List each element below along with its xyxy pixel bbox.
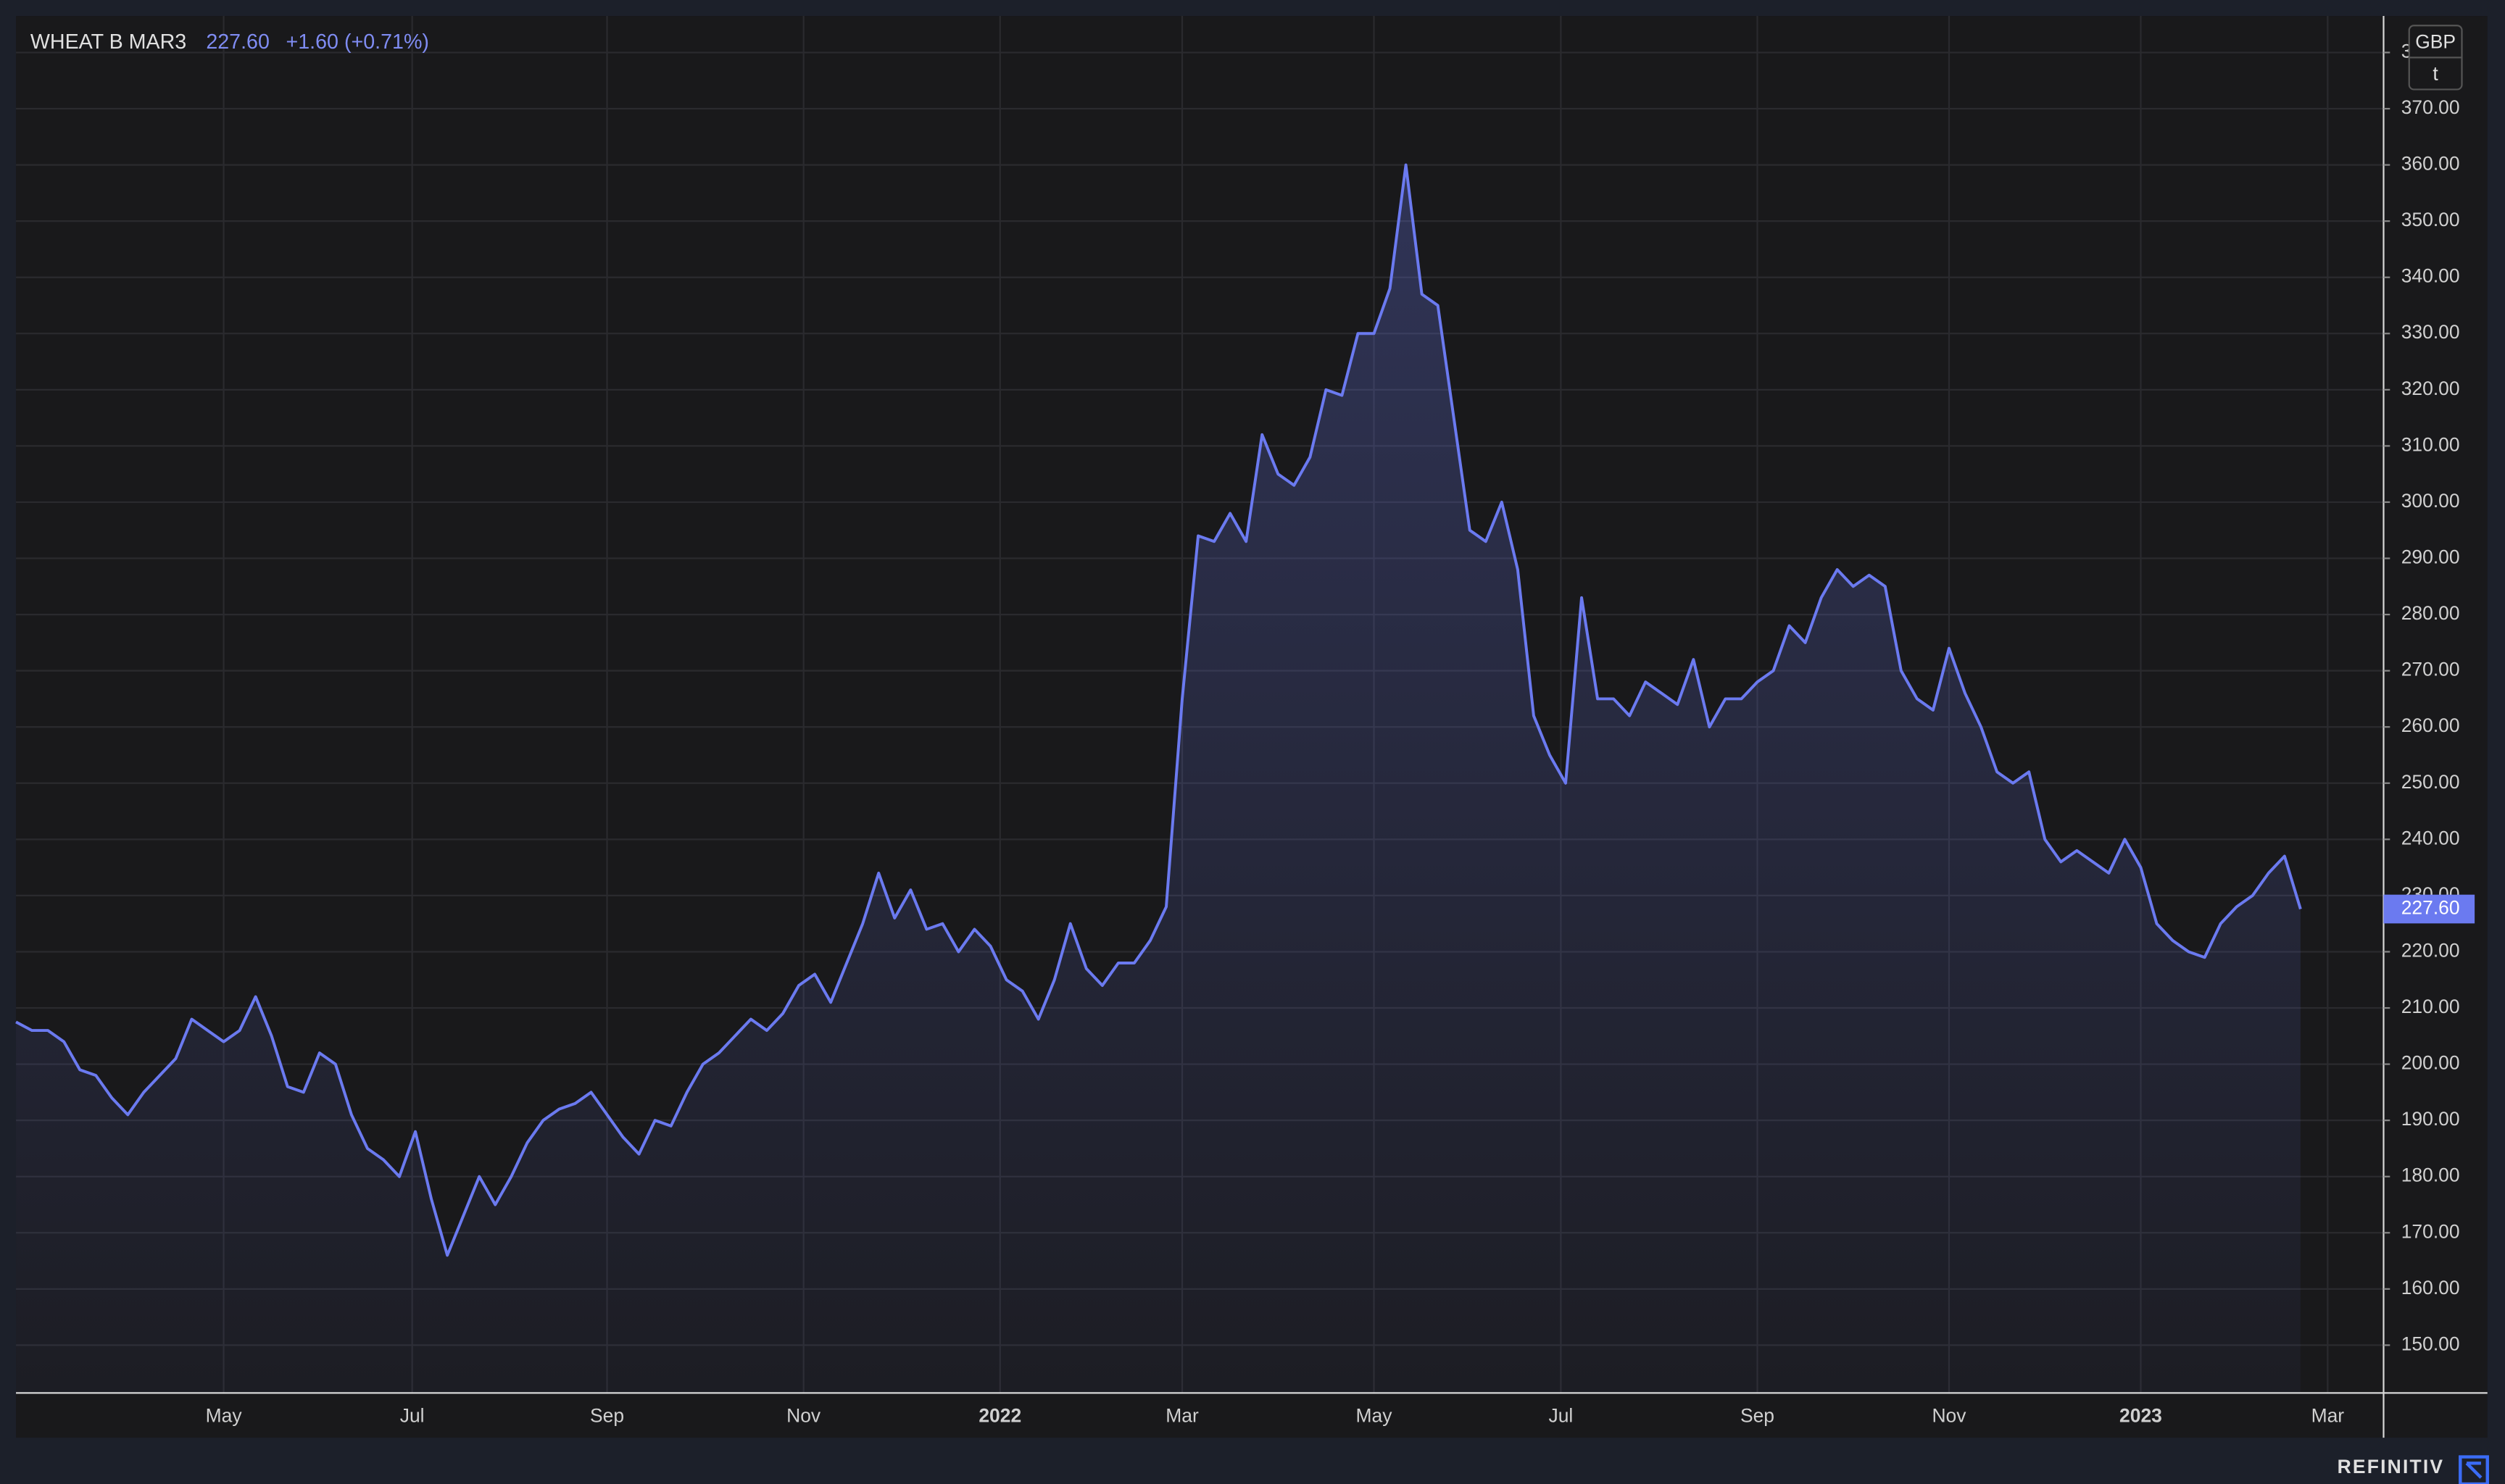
last-price-marker	[2383, 894, 2475, 924]
y-tick-label: 190.00	[2401, 1108, 2460, 1130]
y-tick-label: 220.00	[2401, 939, 2460, 961]
last-price: 227.60	[206, 30, 270, 54]
y-tick-label: 330.00	[2401, 321, 2460, 343]
y-tick-label: 370.00	[2401, 96, 2460, 118]
y-tick-label: 170.00	[2401, 1220, 2460, 1242]
price-change: +1.60 (+0.71%)	[286, 30, 429, 54]
currency-unit: GBP	[2415, 31, 2456, 53]
x-tick-label: May	[1356, 1404, 1393, 1426]
y-tick-label: 270.00	[2401, 659, 2460, 680]
x-tick-label: Jul	[1548, 1404, 1573, 1426]
y-tick-label: 240.00	[2401, 827, 2460, 849]
x-tick-label: Nov	[786, 1404, 821, 1426]
size-unit: t	[2433, 63, 2438, 85]
area	[16, 164, 2301, 1393]
last-price-label: 227.60	[2401, 897, 2460, 919]
price-line	[15, 163, 2302, 1257]
y-tick-label: 160.00	[2401, 1277, 2460, 1298]
y-tick-label: 350.00	[2401, 209, 2460, 230]
y-tick-label: 290.00	[2401, 546, 2460, 568]
y-tick-label: 150.00	[2401, 1333, 2460, 1354]
brand: REFINITIV	[2338, 1456, 2445, 1477]
y-tick-label: 180.00	[2401, 1164, 2460, 1186]
x-tick-label: Jul	[400, 1404, 425, 1426]
y-tick-label: 210.00	[2401, 996, 2460, 1017]
y-tick-label: 200.00	[2401, 1052, 2460, 1074]
y-tick-label: 280.00	[2401, 602, 2460, 624]
y-tick-label: 320.00	[2401, 378, 2460, 399]
x-tick-label: Sep	[1740, 1404, 1774, 1426]
x-tick-label: Mar	[2311, 1404, 2345, 1426]
y-tick-label: 340.00	[2401, 265, 2460, 287]
symbol: WHEAT B MAR3	[30, 30, 186, 54]
x-tick-label: May	[206, 1404, 243, 1426]
y-tick-label: 310.00	[2401, 433, 2460, 455]
x-tick-label: Nov	[1932, 1404, 1966, 1426]
x-tick-label: 2022	[979, 1404, 1021, 1426]
y-tick-label: 300.00	[2401, 490, 2460, 512]
y-tick-label: 360.00	[2401, 153, 2460, 175]
x-tick-label: Sep	[590, 1404, 624, 1426]
y-tick-label: 250.00	[2401, 771, 2460, 793]
y-tick-label: 260.00	[2401, 714, 2460, 736]
x-tick-label: Mar	[1166, 1404, 1199, 1426]
x-tick-label: 2023	[2119, 1404, 2162, 1426]
